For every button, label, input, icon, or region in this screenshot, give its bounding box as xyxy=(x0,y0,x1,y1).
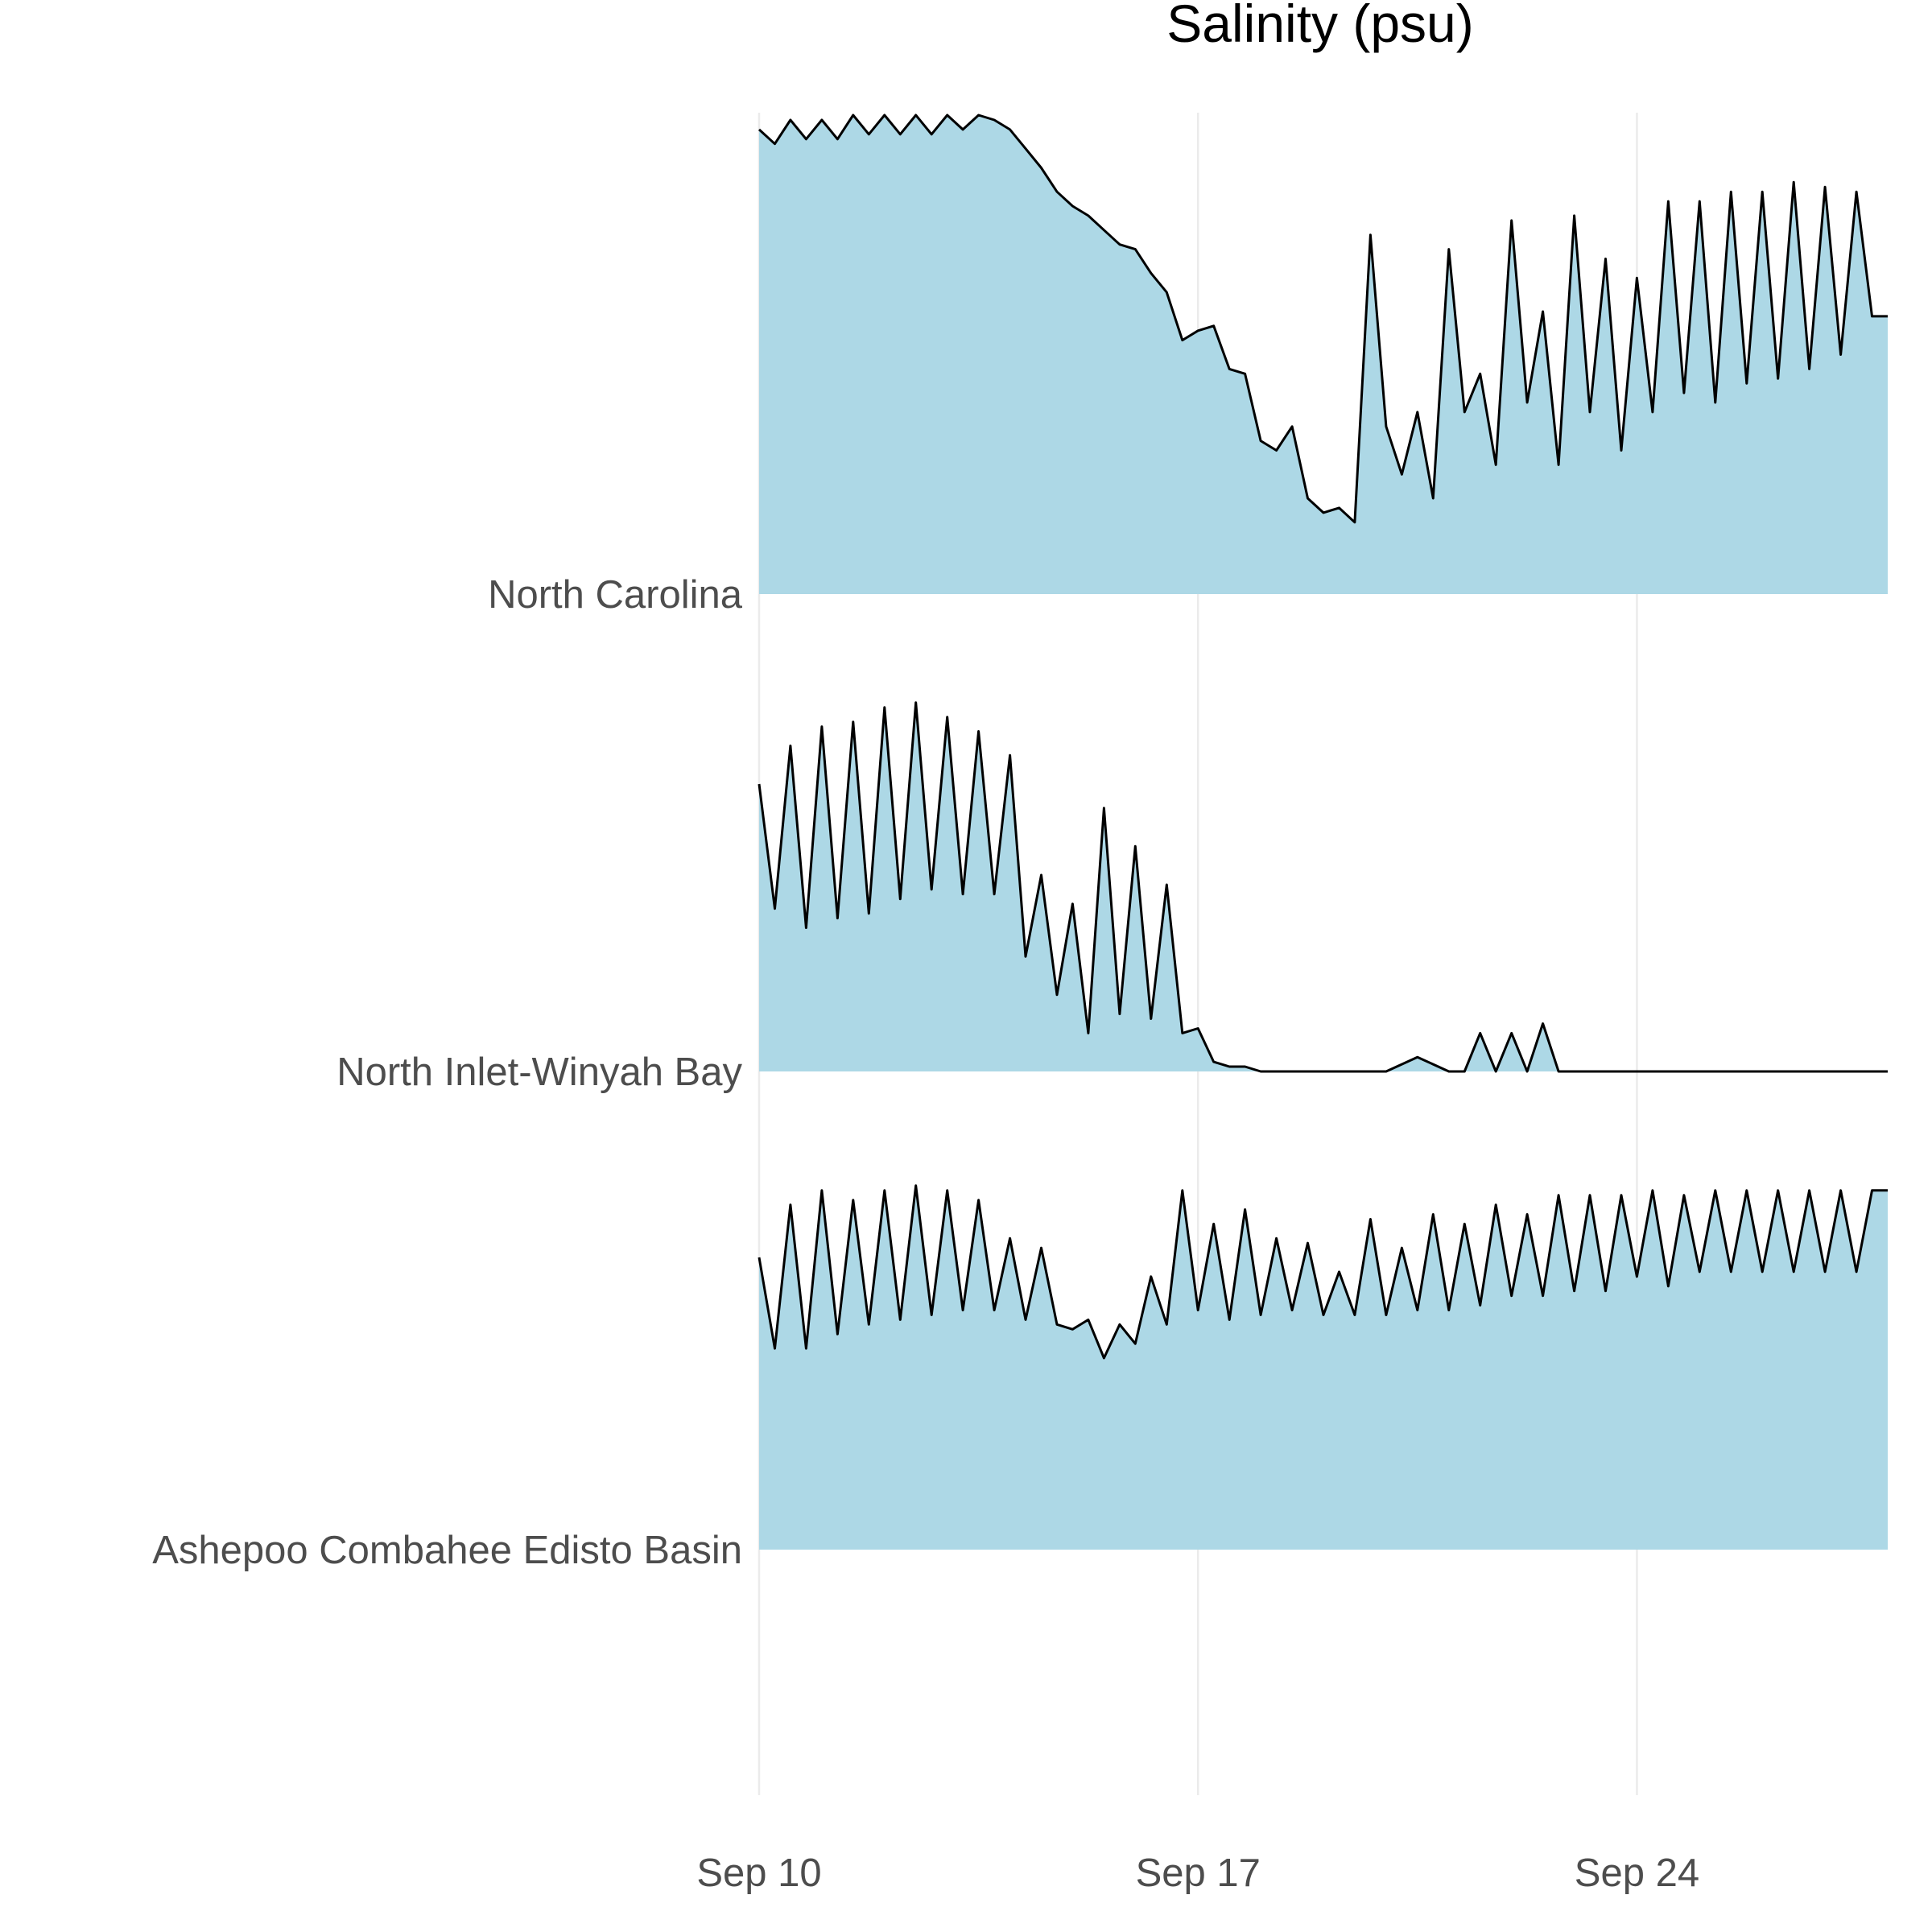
row-label: Ashepoo Combahee Edisto Basin xyxy=(152,1529,742,1572)
series-row-3: Ashepoo Combahee Edisto Basin xyxy=(152,1184,1888,1572)
series-row-1: North Carolina xyxy=(488,114,1888,617)
series-row-2: North Inlet-Winyah Bay xyxy=(336,701,1888,1094)
series-line xyxy=(758,1184,1888,1360)
series-line xyxy=(758,701,1888,1073)
chart-title: Salinity (psu) xyxy=(1166,0,1473,53)
x-tick-label: Sep 10 xyxy=(696,1852,821,1895)
x-tick-label: Sep 17 xyxy=(1136,1852,1261,1895)
row-label: North Inlet-Winyah Bay xyxy=(336,1051,742,1094)
x-tick-label: Sep 24 xyxy=(1575,1852,1699,1895)
series-line xyxy=(758,114,1888,524)
series-area xyxy=(759,702,1888,1071)
row-label: North Carolina xyxy=(488,573,743,617)
series-area xyxy=(759,1185,1888,1550)
series-area xyxy=(759,115,1888,594)
x-axis: Sep 10 Sep 17 Sep 24 xyxy=(696,1852,1699,1895)
ridgeline-rows: North Carolina North Inlet-Winyah Bay Ashe… xyxy=(152,114,1888,1572)
